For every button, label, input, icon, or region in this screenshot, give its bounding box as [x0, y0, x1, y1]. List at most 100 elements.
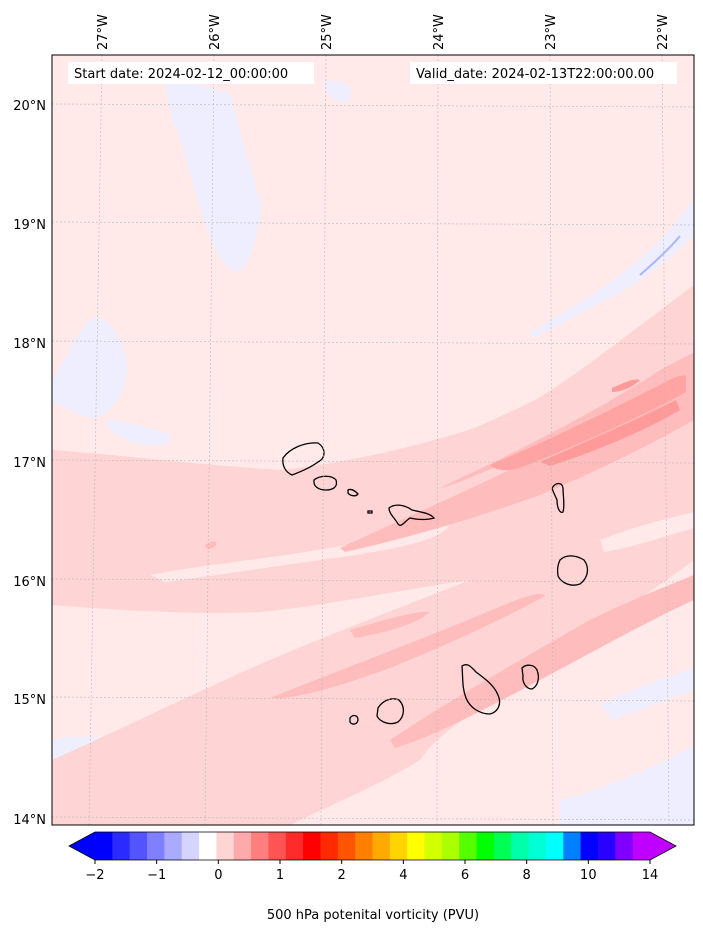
- pv-low-region-west2: [105, 420, 171, 446]
- colorbar-segment: [199, 832, 217, 860]
- colorbar-segment: [563, 832, 582, 860]
- lat-label-18n: 18°N: [13, 337, 46, 352]
- colorbar-ticks: −2 −1 0 1 2 4 6 8 10 14: [85, 860, 658, 883]
- colorbar-tick-label: 14: [642, 868, 659, 883]
- grid-lon-25: [320, 55, 327, 825]
- pv-band-gap: [150, 525, 450, 582]
- island-sao-nicolau: [388, 504, 436, 526]
- colorbar-segment: [320, 832, 339, 860]
- island-maio: [521, 664, 539, 690]
- lon-label-24w: 24°W: [432, 14, 447, 50]
- map-area: [52, 55, 694, 825]
- pv-low-region-north: [165, 83, 262, 272]
- colorbar-segment: [597, 832, 616, 860]
- pv-blue-contour: [639, 235, 681, 276]
- island-santo-antao: [282, 442, 325, 476]
- colorbar-segment: [476, 832, 495, 860]
- colorbar: −2 −1 0 1 2 4 6 8 10 14 500 hPa potenital vortici…: [68, 831, 677, 923]
- graticule: [52, 55, 694, 825]
- colorbar-segment: [112, 832, 131, 860]
- colorbar-segment: [181, 832, 200, 860]
- lon-label-23w: 23°W: [544, 14, 559, 50]
- pv-band-level3-upper: [612, 379, 640, 392]
- colorbar-segment: [511, 832, 530, 860]
- map-frame: [51, 54, 695, 826]
- colorbar-segment: [424, 832, 443, 860]
- grid-lat-19: [52, 221, 694, 226]
- grid-lat-17: [52, 459, 694, 464]
- colorbar-segment: [389, 832, 408, 860]
- lat-label-20n: 20°N: [13, 99, 46, 114]
- colorbar-segment: [580, 832, 599, 860]
- colorbar-tick-label: 4: [399, 868, 407, 883]
- colorbar-tick-label: 1: [276, 868, 284, 883]
- grid-lon-22: [661, 55, 670, 825]
- lat-label-17n: 17°N: [13, 456, 46, 471]
- colorbar-tick-label: 2: [338, 868, 346, 883]
- colorbar-segment: [337, 832, 356, 860]
- colorbar-segment: [459, 832, 478, 860]
- lon-label-27w: 27°W: [96, 14, 111, 50]
- pv-band-level1-top: [420, 312, 694, 450]
- grid-lat-18: [52, 340, 694, 345]
- grid-lat-14: [52, 816, 694, 821]
- colorbar-segment: [147, 832, 165, 860]
- latitude-labels: 20°N 19°N 18°N 17°N 16°N 15°N 14°N: [13, 99, 46, 828]
- pv-band-level2-west: [350, 611, 430, 638]
- start-date-text: Start date: 2024-02-12_00:00:00: [74, 67, 288, 82]
- colorbar-tick-label: 6: [461, 868, 469, 883]
- island-brava: [349, 714, 359, 725]
- grid-lon-26: [204, 55, 215, 825]
- pv-low-region-north2: [325, 80, 351, 102]
- colorbar-segment: [216, 832, 235, 860]
- grid-lon-23: [549, 55, 554, 825]
- pv-band-level2-south: [270, 594, 545, 699]
- colorbar-segment: [164, 832, 183, 860]
- colorbar-segment: [355, 832, 373, 860]
- grid-lon-27: [88, 55, 103, 825]
- lat-label-16n: 16°N: [13, 575, 46, 590]
- pv-low-region-west: [52, 317, 128, 418]
- pv-band-level2-south2: [390, 575, 694, 748]
- pv-band-level2-dot: [205, 541, 217, 549]
- colorbar-segment: [615, 832, 634, 860]
- lat-label-15n: 15°N: [13, 693, 46, 708]
- island-sao-vicente: [313, 475, 338, 491]
- start-date-box: [68, 62, 314, 84]
- colorbar-under-arrow: [69, 832, 95, 860]
- colorbar-title: 500 hPa potenital vorticity (PVU): [267, 908, 479, 923]
- lon-label-25w: 25°W: [320, 14, 335, 50]
- colorbar-tick-label: −1: [147, 868, 166, 883]
- island-fogo: [376, 698, 405, 725]
- pv-band-level1: [52, 285, 694, 825]
- pv-band-level2-north: [440, 352, 694, 488]
- colorbar-segment: [441, 832, 460, 860]
- pv-band-gap2: [600, 512, 694, 552]
- valid-date-text: Valid_date: 2024-02-13T22:00:00.00: [416, 67, 654, 82]
- coastlines: [282, 442, 589, 725]
- colorbar-segment: [129, 832, 148, 860]
- colorbar-segment: [632, 832, 651, 860]
- colorbar-segment: [303, 832, 321, 860]
- pv-low-region-east: [530, 195, 694, 338]
- lat-label-19n: 19°N: [13, 218, 46, 233]
- island-santa-luzia: [347, 488, 359, 497]
- colorbar-tick-label: −2: [85, 868, 104, 883]
- colorbar-segments: [95, 832, 651, 860]
- colorbar-segment: [285, 832, 304, 860]
- colorbar-tick-label: 8: [523, 868, 531, 883]
- pv-band-level3-main: [490, 375, 686, 471]
- lon-label-26w: 26°W: [208, 14, 223, 50]
- island-santiago: [461, 664, 501, 715]
- colorbar-segment: [545, 832, 564, 860]
- grid-lat-20: [52, 103, 694, 108]
- valid-date-box: [410, 62, 677, 84]
- grid-lon-24: [436, 55, 439, 825]
- island-sal: [551, 482, 565, 514]
- colorbar-segment: [95, 832, 113, 860]
- island-boa-vista: [556, 555, 589, 586]
- lat-label-14n: 14°N: [13, 813, 46, 828]
- colorbar-over-arrow: [650, 832, 676, 860]
- colorbar-tick-label: 0: [214, 868, 222, 883]
